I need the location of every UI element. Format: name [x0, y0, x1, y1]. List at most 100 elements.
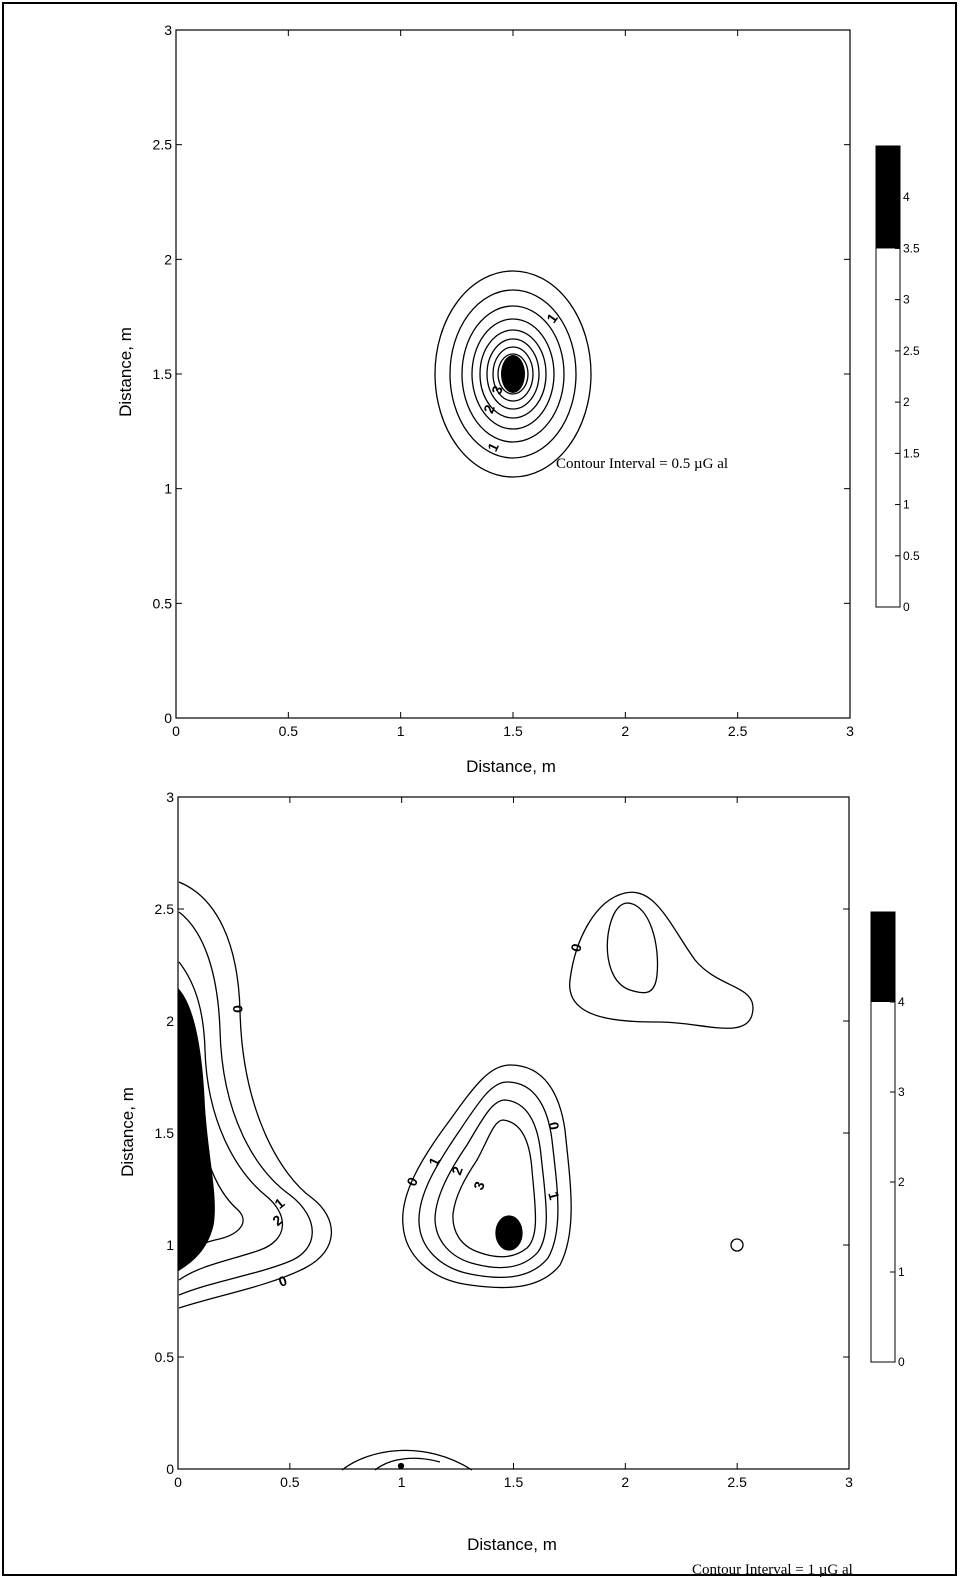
contour-line: [486, 338, 540, 410]
top-contour-plot: 0 0.5 1 1.5 2 2.5 3 0 0.5 1 1.5 2 2.5 3 1 1 2 3 Conto…: [116, 22, 920, 776]
top-y-axis-label: Distance, m: [116, 327, 135, 417]
y-tick-label: 3: [164, 22, 172, 38]
colorbar-tick-label: 4: [898, 995, 905, 1009]
y-tick-label: 2: [166, 1013, 174, 1029]
colorbar-tick-label: 2: [898, 1175, 905, 1189]
contour-line: [569, 891, 754, 1029]
contour-line: [471, 318, 555, 430]
contour-line: [434, 1099, 547, 1269]
left-anomaly-core: [178, 988, 215, 1272]
contour-line: [374, 1457, 441, 1471]
top-plot-area: [175, 29, 851, 719]
x-tick-label: 0.5: [279, 723, 299, 739]
contour-line: [434, 270, 592, 478]
top-contour-interval-note: Contour Interval = 0.5 µG al: [556, 456, 728, 472]
x-tick-label: 3: [845, 1474, 853, 1490]
bottom-axis-ticks: 0 0.5 1 1.5 2 2.5 3 0 0.5 1 1.5 2 2.5 3: [155, 789, 854, 1490]
colorbar-tick-label: 1.5: [903, 446, 920, 460]
colorbar-box: [875, 145, 901, 608]
colorbar-tick-label: 0: [898, 1355, 905, 1369]
y-tick-label: 1.5: [155, 1125, 175, 1141]
y-tick-label: 3: [166, 789, 174, 805]
bottom-contour-label: 2: [269, 1211, 285, 1228]
y-tick-label: 0.5: [153, 595, 173, 611]
contour-line: [341, 1449, 473, 1471]
colorbar-tick-label: 2: [903, 395, 910, 409]
x-tick-label: 0.5: [280, 1474, 300, 1490]
x-tick-label: 1: [398, 1474, 406, 1490]
bottom-contour-interval-note: Contour Interval = 1 µG al: [692, 1562, 853, 1578]
top-contour-label: 1: [484, 440, 502, 454]
x-tick-label: 0: [174, 1474, 182, 1490]
colorbar-tick-label: 4: [903, 190, 910, 204]
colorbar-tick-label: 0: [903, 600, 910, 614]
bottom-contour-label: 1: [545, 1190, 563, 1202]
top-contours: [434, 270, 592, 478]
contour-line: [497, 353, 529, 395]
y-tick-label: 0: [164, 710, 172, 726]
colorbar-filled-band: [871, 912, 895, 1002]
contour-line: [418, 1081, 559, 1278]
bottom-contours: [178, 881, 754, 1471]
bottom-contour-label: 1: [271, 1194, 287, 1211]
bottom-contour-label: 0: [567, 942, 585, 954]
x-tick-label: 1: [397, 723, 405, 739]
bottom-contour-label: 0: [545, 1121, 562, 1132]
center-anomaly-core: [495, 1215, 523, 1251]
y-tick-label: 2: [164, 251, 172, 267]
contour-line: [449, 289, 577, 459]
bottom-contour-label: 0: [276, 1272, 289, 1290]
colorbar-box: [870, 911, 896, 1363]
colorbar-tick-label: 0.5: [903, 549, 920, 563]
x-tick-label: 1.5: [503, 723, 523, 739]
contour-line: [402, 1064, 572, 1289]
colorbar-tick-label: 3: [898, 1085, 905, 1099]
y-tick-label: 1: [166, 1237, 174, 1253]
bottom-contour-plot: 0 0.5 1 1.5 2 2.5 3 0 0.5 1 1.5 2 2.5 3: [118, 789, 905, 1578]
bottom-x-axis-label: Distance, m: [467, 1535, 557, 1554]
y-tick-label: 2.5: [153, 137, 173, 153]
top-anomaly-core: [501, 355, 525, 393]
y-tick-label: 1: [164, 481, 172, 497]
bottom-y-axis-label: Distance, m: [118, 1087, 137, 1177]
small-anomaly-contour: [730, 1238, 744, 1252]
bottom-colorbar: 0 1 2 3 4: [870, 911, 905, 1369]
colorbar-tick-label: 2.5: [903, 344, 920, 358]
bottom-contour-label: 0: [403, 1174, 421, 1188]
contour-line: [178, 911, 313, 1296]
contour-line: [178, 961, 284, 1281]
x-tick-label: 2.5: [727, 1474, 747, 1490]
y-tick-label: 2.5: [155, 901, 175, 917]
y-tick-label: 1.5: [153, 366, 173, 382]
colorbar-tick-label: 1: [903, 498, 910, 512]
bottom-contour-label: 2: [448, 1164, 466, 1177]
contour-line: [178, 881, 333, 1309]
x-tick-label: 1.5: [504, 1474, 524, 1490]
x-tick-label: 2.5: [728, 723, 748, 739]
top-contour-label: 1: [543, 310, 561, 326]
x-tick-label: 2: [621, 723, 629, 739]
top-contour-label: 3: [488, 383, 506, 396]
contour-line: [492, 346, 534, 402]
bottom-contour-label: 3: [470, 1179, 488, 1192]
contour-line: [479, 329, 547, 419]
bottom-contour-label: 1: [425, 1154, 443, 1168]
colorbar-tick-label: 3.5: [903, 241, 920, 255]
x-tick-label: 3: [846, 723, 854, 739]
x-tick-label: 2: [621, 1474, 629, 1490]
top-colorbar: 0 0.5 1 1.5 2 2.5 3 3.5 4: [875, 145, 920, 614]
y-tick-label: 0: [166, 1461, 174, 1477]
x-tick-label: 0: [172, 723, 180, 739]
bottom-contour-label: 0: [230, 1005, 246, 1013]
contour-line: [461, 305, 565, 443]
y-tick-label: 0.5: [155, 1349, 175, 1365]
contour-line: [606, 902, 659, 994]
bottom-plot-area: [177, 796, 850, 1470]
bottom-anomaly-dot: [397, 1462, 405, 1470]
contour-line: [452, 1119, 537, 1258]
top-x-axis-label: Distance, m: [466, 757, 556, 776]
colorbar-tick-label: 3: [903, 293, 910, 307]
colorbar-tick-label: 1: [898, 1265, 905, 1279]
